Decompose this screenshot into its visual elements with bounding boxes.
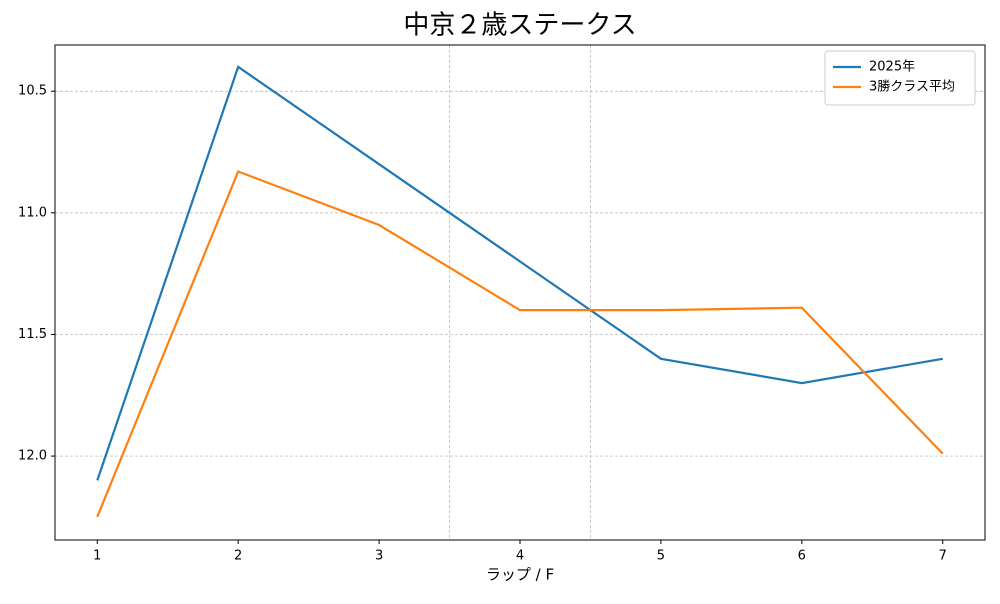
x-tick-label: 2 [234,549,242,564]
x-axis-label: ラップ / F [486,566,554,584]
y-tick-label: 11.5 [18,327,47,342]
legend-box [824,50,976,106]
x-tick-label: 7 [939,549,947,564]
legend-label: 3勝クラス平均 [869,80,955,95]
plot-frame [54,44,986,541]
chart-title: 中京２歳ステークス [403,11,636,41]
y-tick-label: 11.0 [18,205,47,220]
y-tick-label: 10.5 [18,84,47,99]
legend: 2025年 3勝クラス平均 [824,50,976,106]
y-tick-label: 12.0 [18,449,47,464]
x-tick-label: 5 [657,549,665,564]
line [96,170,944,518]
x-tick-label: 3 [375,549,383,564]
x-tick-label: 1 [93,549,101,564]
x-tick-label: 4 [516,549,524,564]
legend-label: 2025年 [869,60,915,75]
x-tick-label: 6 [798,549,806,564]
line [96,65,943,481]
